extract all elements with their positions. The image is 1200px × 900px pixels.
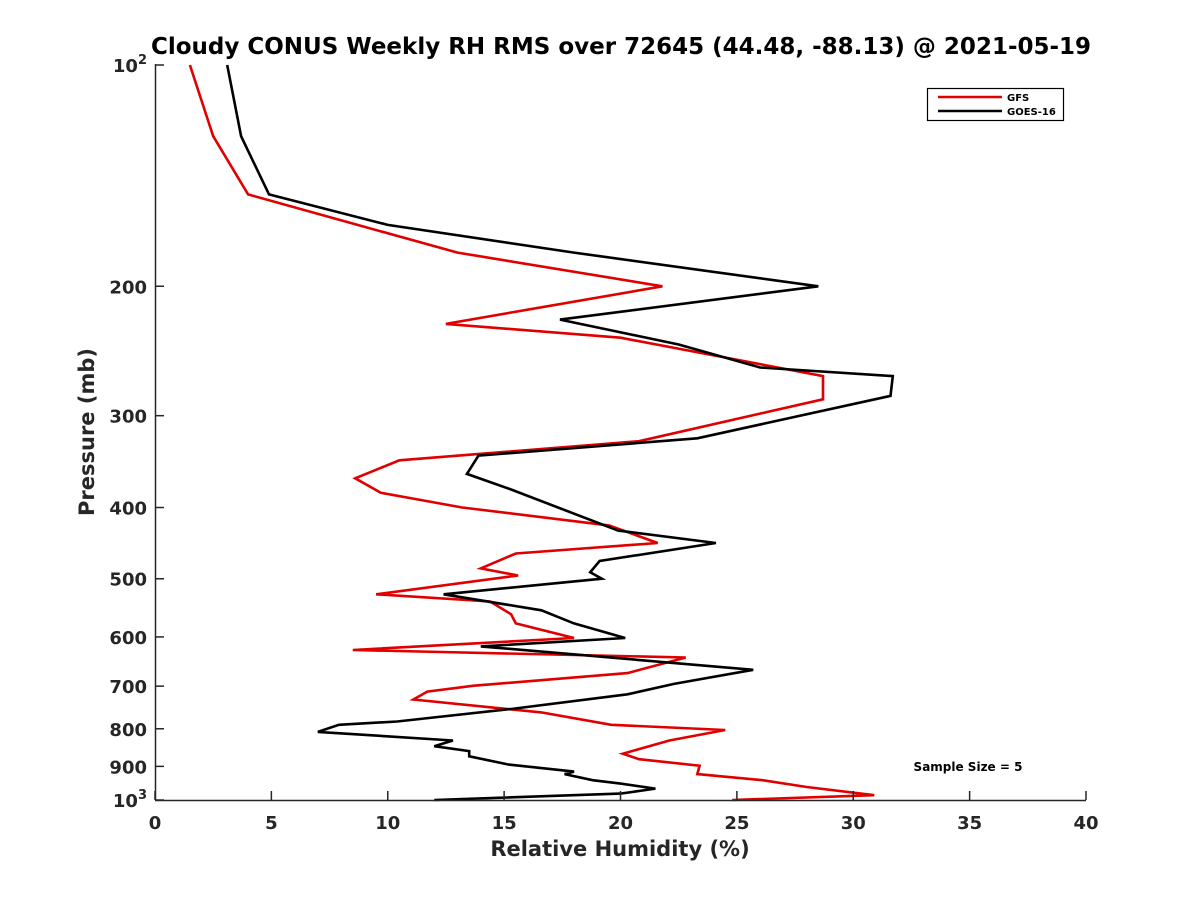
legend-label-gfs: GFS bbox=[1007, 93, 1029, 104]
y-ticks: 102 200 300 400 500 600 700 800 900 103 bbox=[109, 53, 164, 812]
y-tick-label: 300 bbox=[109, 407, 147, 428]
x-tick-label: 40 bbox=[1073, 813, 1098, 834]
x-tick-label: 20 bbox=[608, 813, 633, 834]
x-axis-label: Relative Humidity (%) bbox=[490, 837, 749, 861]
legend: GFS GOES-16 bbox=[926, 87, 1065, 122]
y-axis-label: Pressure (mb) bbox=[75, 348, 99, 516]
y-tick-label: 800 bbox=[109, 720, 147, 741]
x-ticks: 0 5 10 15 20 25 30 35 40 bbox=[149, 791, 1099, 834]
y-tick-label: 200 bbox=[109, 277, 147, 298]
series-line-gfs bbox=[188, 64, 875, 802]
series-layer bbox=[188, 64, 895, 802]
legend-box bbox=[926, 87, 1065, 122]
x-tick-label: 0 bbox=[149, 813, 162, 834]
y-tick-label: 500 bbox=[109, 570, 147, 591]
chart-title: Cloudy CONUS Weekly RH RMS over 72645 (4… bbox=[151, 34, 1091, 60]
x-tick-label: 25 bbox=[724, 813, 749, 834]
y-tick-label: 600 bbox=[109, 628, 147, 649]
legend-label-goes-16: GOES-16 bbox=[1007, 107, 1056, 118]
x-tick-label: 35 bbox=[957, 813, 982, 834]
y-tick-label: 400 bbox=[109, 499, 147, 520]
y-tick-label: 900 bbox=[109, 757, 147, 778]
x-tick-label: 15 bbox=[492, 813, 517, 834]
x-tick-label: 5 bbox=[265, 813, 278, 834]
x-tick-label: 10 bbox=[375, 813, 400, 834]
sample-size-annotation: Sample Size = 5 bbox=[914, 760, 1023, 774]
y-tick-label: 700 bbox=[109, 677, 147, 698]
y-tick-label: 103 bbox=[113, 788, 147, 812]
series-line-goes-16 bbox=[225, 64, 895, 802]
y-tick-label: 102 bbox=[113, 53, 147, 77]
x-tick-label: 30 bbox=[841, 813, 866, 834]
